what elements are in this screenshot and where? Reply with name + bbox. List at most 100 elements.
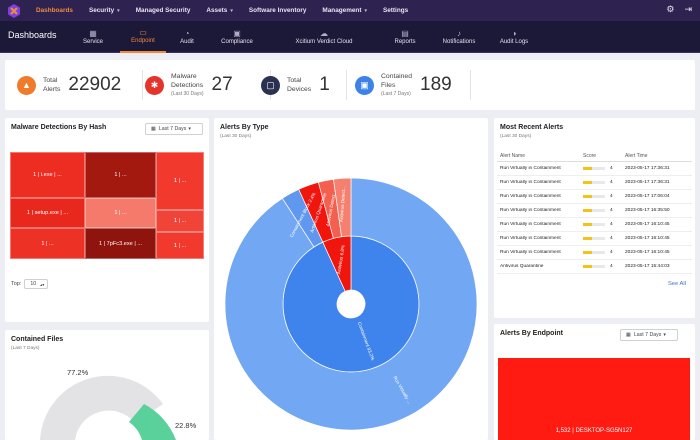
- nav-item-managed-security[interactable]: Managed Security: [136, 7, 191, 14]
- alert-score: 4: [583, 250, 625, 255]
- see-all-link[interactable]: See All: [667, 281, 686, 287]
- heatmap-cell[interactable]: 1 | 7pFc3.exe | ...: [85, 228, 156, 259]
- card-title: Alerts By Endpoint: [500, 330, 564, 337]
- heatmap-cell[interactable]: 1 | ...: [156, 152, 204, 210]
- tab-service[interactable]: ▦ Service: [70, 21, 116, 53]
- table-row[interactable]: Run Virtually in Containment 4 2023-05-17 …: [497, 190, 692, 204]
- top-value: 10: [30, 281, 37, 287]
- heatmap-cell[interactable]: 1 | setup.exe | ...: [10, 198, 85, 228]
- alert-name: Run Virtually in Containment: [500, 208, 561, 213]
- table-row[interactable]: Run Virtually in Containment 4 2023-05-17 …: [497, 204, 692, 218]
- score-bar: [583, 237, 605, 240]
- recent-alerts-table: Alert Name Score Alert Time Run Virtuall…: [497, 150, 692, 274]
- stat-label: Malware: [171, 72, 197, 80]
- chevron-down-icon: ▾: [188, 126, 191, 132]
- contained-files-card: Contained Files (Last 7 Days) 77.2% 22.8…: [5, 330, 209, 440]
- compliance-icon: ▣: [233, 29, 241, 38]
- alert-name: Run Virtually in Containment: [500, 194, 561, 199]
- heatmap-cell[interactable]: 1 | ...: [85, 198, 156, 228]
- nav-item-assets[interactable]: Assets ▾: [206, 7, 232, 14]
- tab-audit[interactable]: ◔ Audit: [170, 21, 204, 53]
- nav-item-dashboards[interactable]: Dashboards: [36, 7, 73, 14]
- heatmap-cell[interactable]: 1 | i.exe | ...: [10, 152, 85, 198]
- audit-icon: ◔: [184, 29, 190, 38]
- alert-name: Run Virtually in Containment: [500, 222, 561, 227]
- contained-small-label: 22.8%: [175, 421, 197, 430]
- alert-time: 2023-05-17 17:06:04: [625, 194, 670, 199]
- tab-label: Audit: [180, 39, 194, 45]
- tab-label: Xcitium Verdict Cloud: [295, 39, 353, 45]
- heatmap-cell[interactable]: 1 | ...: [85, 152, 156, 198]
- endpoint-bar[interactable]: 1,532 | DESKTOP-SG5N127: [498, 358, 690, 440]
- alert-score: 4: [583, 194, 625, 199]
- gear-icon[interactable]: ⚙: [666, 4, 675, 14]
- run-virtually-slice[interactable]: [224, 177, 478, 431]
- score-bar: [583, 251, 605, 254]
- score-value: 4: [610, 264, 613, 269]
- contained-arc-large[interactable]: [40, 375, 163, 440]
- heatmap-cell[interactable]: 1 | ...: [10, 228, 85, 259]
- tab-xcitium-verdict-cloud[interactable]: ☁ Xcitium Verdict Cloud: [276, 21, 372, 53]
- alerts-by-type-card: Alerts By Type (Last 30 Days) Containmen…: [214, 118, 488, 440]
- table-row[interactable]: Run Virtually in Containment 4 2023-05-17 …: [497, 246, 692, 260]
- antivirus-detect-slice-b[interactable]: [333, 177, 352, 238]
- table-row[interactable]: Run Virtually in Containment 4 2023-05-17 …: [497, 232, 692, 246]
- contained-files-donut: [40, 375, 176, 440]
- alert-name: Run Virtually in Containment: [500, 166, 561, 171]
- nav-item-settings[interactable]: Settings: [383, 7, 408, 14]
- contained-arc-small[interactable]: [129, 404, 176, 440]
- card-subtitle: (Last 30 Days): [220, 134, 252, 139]
- table-row[interactable]: Run Virtually in Containment 4 2023-05-17 …: [497, 218, 692, 232]
- stat-contained-files[interactable]: ▣ Contained Files (Last 7 Days) 189: [355, 60, 471, 110]
- label-antivirus-detect-a: Antivirus Detect...: [325, 190, 337, 226]
- chevron-down-icon: ▾: [230, 8, 233, 14]
- stat-malware-detections[interactable]: ✱ Malware Detections (Last 30 Days) 27: [145, 60, 271, 110]
- col-alert-name[interactable]: Alert Name: [500, 152, 526, 159]
- table-row[interactable]: Run Virtually in Containment 4 2023-05-17 …: [497, 162, 692, 176]
- endpoint-range-select[interactable]: ▦ Last 7 Days ▾: [620, 329, 678, 341]
- malware-range-select[interactable]: ▦ Last 7 Days ▾: [145, 123, 203, 135]
- audit-logs-icon: ◑: [511, 29, 517, 38]
- score-value: 4: [610, 236, 613, 241]
- table-row[interactable]: Antivirus Quarantine 4 2023-05-17 15:44:03: [497, 260, 692, 274]
- stat-total-alerts[interactable]: ▲ Total Alerts 22902: [17, 60, 143, 110]
- stat-value: 22902: [68, 74, 122, 95]
- logout-icon[interactable]: ⇥: [684, 4, 692, 14]
- chevron-down-icon: ▾: [663, 332, 666, 338]
- score-value: 4: [610, 250, 613, 255]
- chevron-down-icon: ▾: [117, 8, 120, 14]
- bug-icon: ✱: [145, 75, 164, 95]
- alert-time: 2023-05-17 16:10:45: [625, 222, 670, 227]
- stat-label: Devices: [287, 86, 312, 93]
- top-stepper[interactable]: 10 ▴▾: [24, 279, 49, 289]
- tab-compliance[interactable]: ▣ Compliance: [208, 21, 266, 53]
- tab-audit-logs[interactable]: ◑ Audit Logs: [492, 21, 536, 53]
- nav-item-label: Managed Security: [135, 7, 191, 14]
- stat-label: Files: [381, 81, 396, 89]
- heatmap-cell[interactable]: 1 | ...: [156, 210, 204, 232]
- alert-name: Run Virtually in Containment: [500, 250, 561, 255]
- tab-endpoint[interactable]: ▭ Endpoint: [120, 21, 166, 53]
- stat-total-devices[interactable]: ▢ Total Devices 1: [261, 60, 347, 110]
- tab-notifications[interactable]: ♪ Notifications: [430, 21, 488, 53]
- score-value: 4: [610, 208, 613, 213]
- heatmap-cell[interactable]: 1 | ...: [156, 232, 204, 259]
- col-score[interactable]: Score: [583, 152, 597, 159]
- main-menu: Dashboards Security ▾ Managed Security Asset…: [36, 0, 424, 21]
- bell-icon: ♪: [457, 29, 461, 38]
- score-value: 4: [610, 194, 613, 199]
- nav-item-security[interactable]: Security ▾: [89, 7, 120, 14]
- stat-label: Contained: [381, 72, 412, 80]
- nav-item-management[interactable]: Management ▾: [322, 7, 367, 14]
- stat-value: 189: [420, 74, 452, 95]
- tab-reports[interactable]: ▤ Reports: [384, 21, 426, 53]
- col-alert-time[interactable]: Alert Time: [625, 152, 648, 159]
- table-row[interactable]: Run Virtually in Containment 4 2023-05-17 …: [497, 176, 692, 190]
- nav-item-software-inventory[interactable]: Software Inventory: [249, 7, 307, 14]
- alert-name: Run Virtually in Containment: [500, 180, 561, 185]
- stepper-icon: ▴▾: [40, 281, 45, 287]
- most-recent-alerts-card: Most Recent Alerts (Last 30 Days): [494, 118, 695, 318]
- xcitium-logo[interactable]: [6, 3, 22, 19]
- sunburst-center: [337, 290, 365, 318]
- nav-item-label: Software Inventory: [248, 7, 307, 14]
